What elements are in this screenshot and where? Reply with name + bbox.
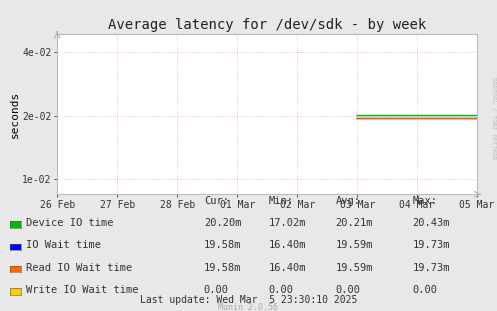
Text: 20.21m: 20.21m (335, 218, 373, 228)
Text: Avg:: Avg: (335, 196, 360, 206)
Text: 19.73m: 19.73m (413, 240, 450, 250)
Text: 0.00: 0.00 (204, 285, 229, 295)
Text: 19.59m: 19.59m (335, 263, 373, 273)
Text: Read IO Wait time: Read IO Wait time (26, 263, 132, 273)
Text: Write IO Wait time: Write IO Wait time (26, 285, 138, 295)
Text: 0.00: 0.00 (335, 285, 360, 295)
Text: 20.20m: 20.20m (204, 218, 241, 228)
Text: 0.00: 0.00 (413, 285, 437, 295)
Text: Max:: Max: (413, 196, 437, 206)
Text: 19.58m: 19.58m (204, 240, 241, 250)
Text: 17.02m: 17.02m (268, 218, 306, 228)
Y-axis label: seconds: seconds (9, 91, 19, 138)
Text: 20.43m: 20.43m (413, 218, 450, 228)
Text: Min:: Min: (268, 196, 293, 206)
Text: 16.40m: 16.40m (268, 263, 306, 273)
Text: Last update: Wed Mar  5 23:30:10 2025: Last update: Wed Mar 5 23:30:10 2025 (140, 295, 357, 305)
Text: Munin 2.0.56: Munin 2.0.56 (219, 303, 278, 311)
Text: Device IO time: Device IO time (26, 218, 113, 228)
Text: 16.40m: 16.40m (268, 240, 306, 250)
Title: Average latency for /dev/sdk - by week: Average latency for /dev/sdk - by week (108, 18, 426, 32)
Text: Cur:: Cur: (204, 196, 229, 206)
Text: 19.58m: 19.58m (204, 263, 241, 273)
Text: 19.59m: 19.59m (335, 240, 373, 250)
Text: IO Wait time: IO Wait time (26, 240, 101, 250)
Text: 0.00: 0.00 (268, 285, 293, 295)
Text: 19.73m: 19.73m (413, 263, 450, 273)
Text: RRDTOOL / TOBI OETIKER: RRDTOOL / TOBI OETIKER (492, 77, 497, 160)
